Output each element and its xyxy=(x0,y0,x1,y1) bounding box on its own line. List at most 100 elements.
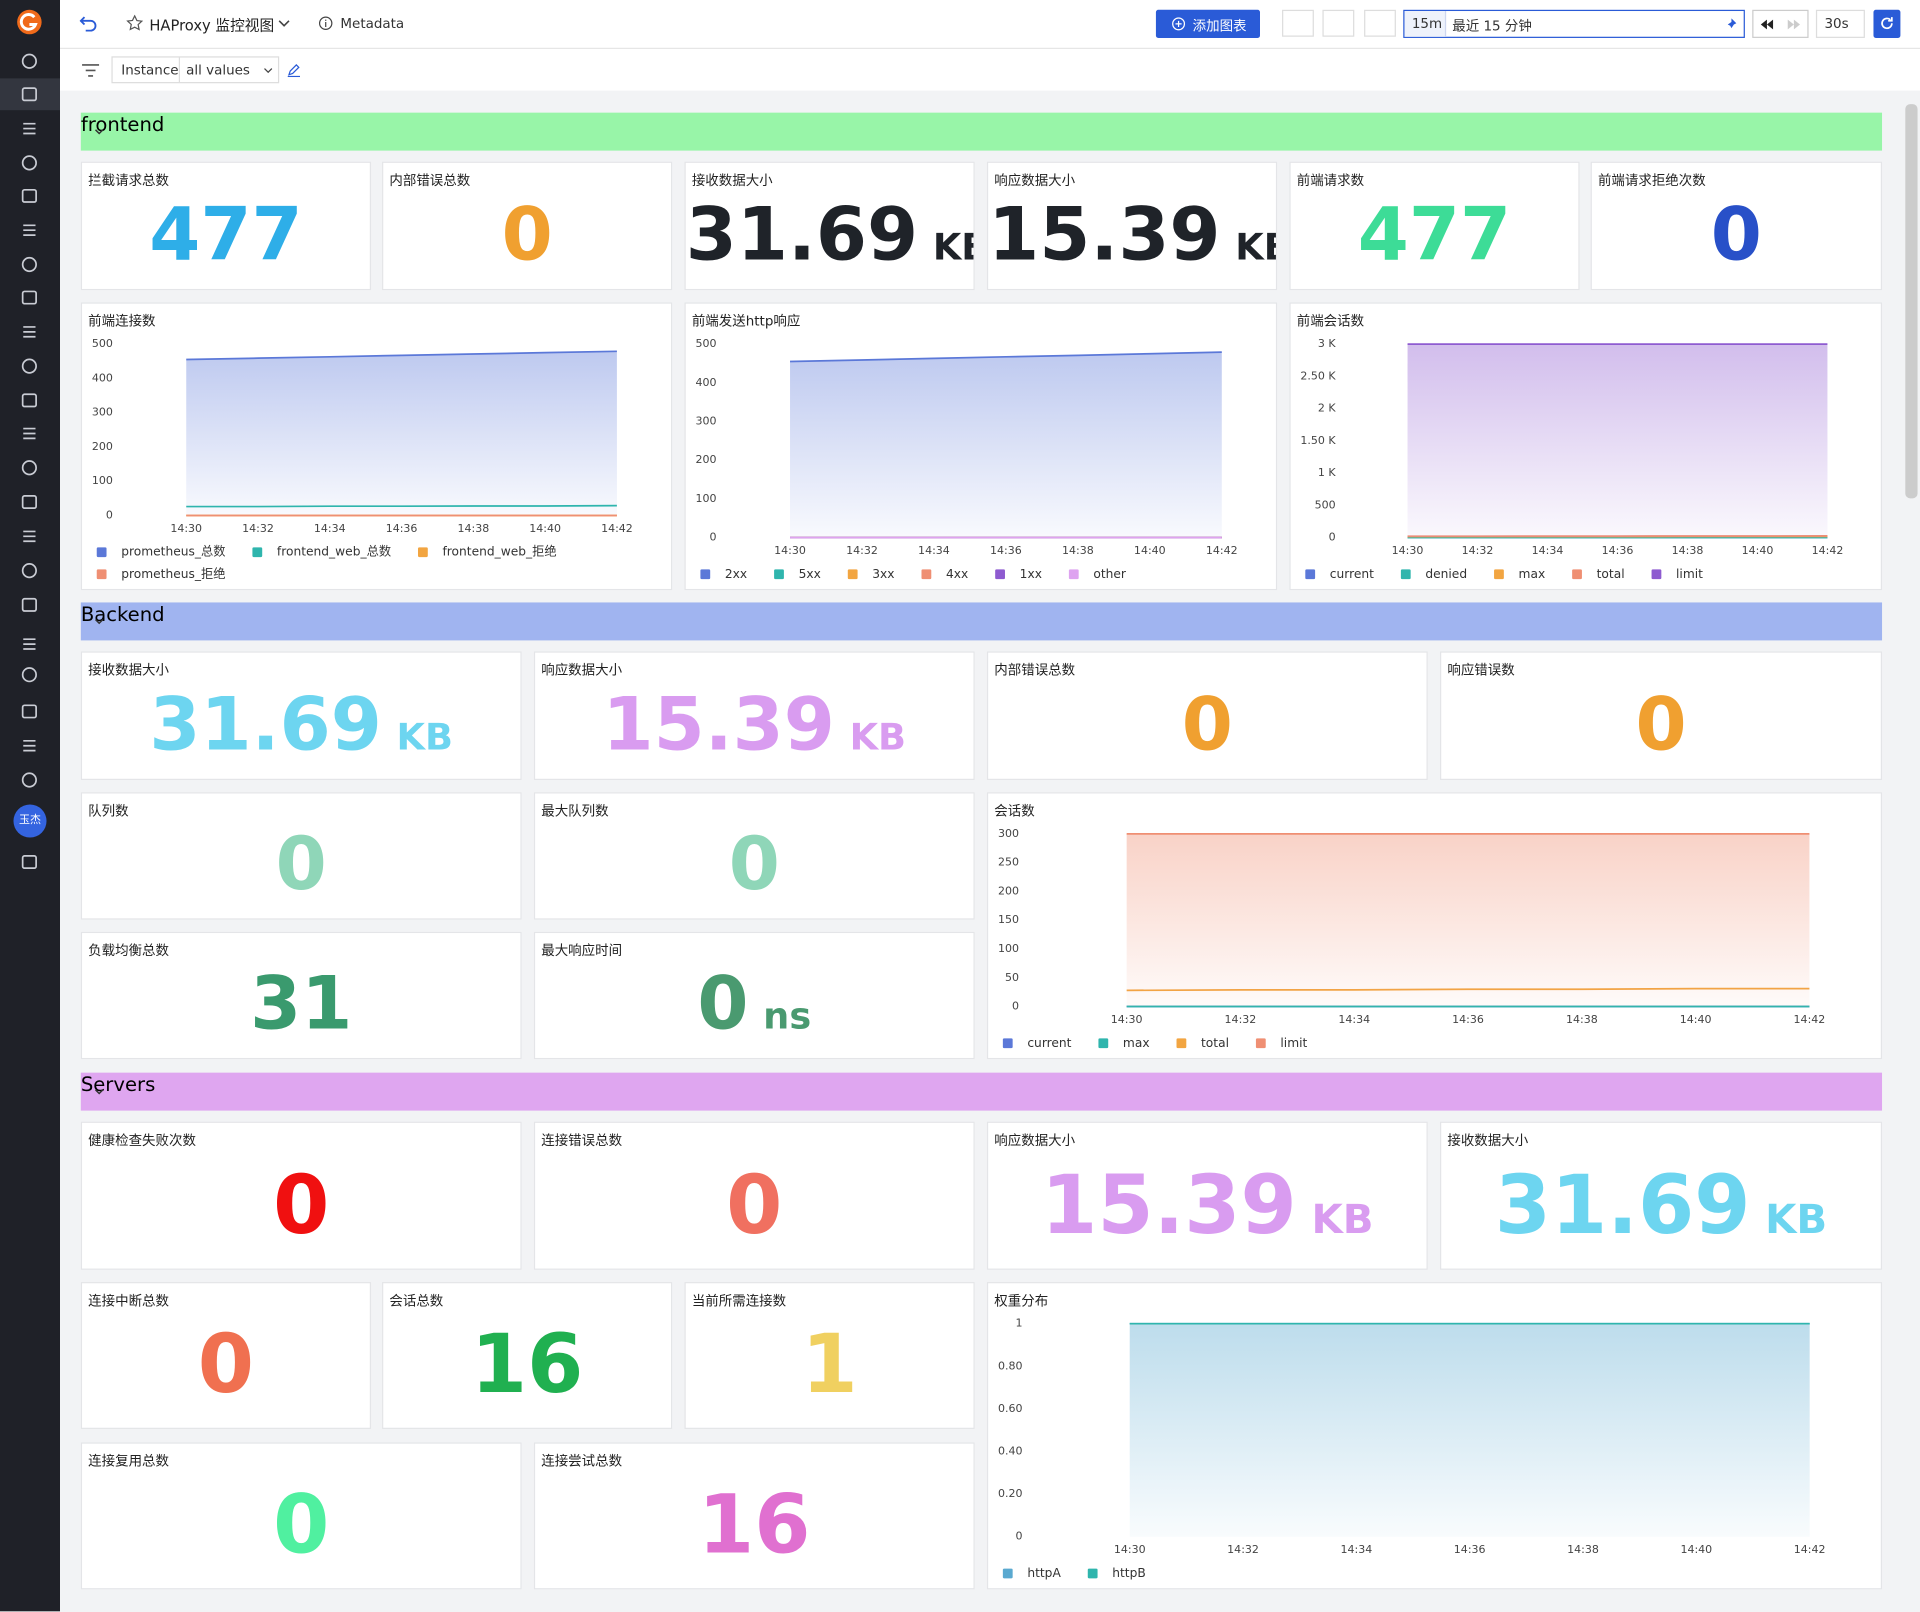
section-title[interactable]: Backend xyxy=(80,602,165,626)
panel-title: 前端发送http响应 xyxy=(691,313,801,330)
nav-icon[interactable] xyxy=(21,459,38,476)
legend-swatch xyxy=(1572,569,1582,580)
star-icon[interactable] xyxy=(126,14,144,32)
section-header[interactable]: frontend xyxy=(80,112,1883,151)
y-tick-label: 0.60 xyxy=(998,1402,1023,1415)
tv-button[interactable] xyxy=(1282,9,1314,37)
history-button[interactable] xyxy=(1364,9,1396,37)
stat-value: 0 xyxy=(988,688,1426,761)
legend-label: prometheus_拒绝 xyxy=(121,566,225,581)
nav-icon[interactable] xyxy=(21,666,38,683)
time-picker[interactable]: 15m 最近 15 分钟 xyxy=(1403,9,1745,38)
nav-icon[interactable] xyxy=(21,493,38,510)
collapse-icon[interactable] xyxy=(94,1089,104,1096)
back-icon[interactable] xyxy=(79,15,97,32)
nav-icon[interactable] xyxy=(21,703,38,720)
x-tick-label: 14:30 xyxy=(1111,1013,1143,1026)
filter-value[interactable]: all values xyxy=(186,62,250,79)
nav-icon[interactable] xyxy=(21,771,38,788)
stat-number: 477 xyxy=(1357,192,1512,278)
nav-icon[interactable] xyxy=(21,392,38,409)
nav-icon[interactable] xyxy=(21,737,38,754)
time-short[interactable]: 15m xyxy=(1411,15,1443,32)
panel-title: 响应数据大小 xyxy=(541,662,623,679)
nav-icon[interactable] xyxy=(21,562,38,579)
legend-label: current xyxy=(1330,567,1374,581)
stat-unit: KB xyxy=(932,226,974,270)
filter-icon[interactable] xyxy=(82,64,100,77)
collapse-icon[interactable] xyxy=(94,618,104,625)
metadata-link[interactable]: Metadata xyxy=(340,15,405,32)
x-tick-label: 14:34 xyxy=(918,544,950,557)
chevron[interactable] xyxy=(278,18,290,28)
y-tick-label: 400 xyxy=(92,371,113,384)
add-chart-label[interactable]: 添加图表 xyxy=(1192,18,1247,35)
stat-value: 0 xyxy=(535,1165,973,1247)
collapse-icon[interactable] xyxy=(94,129,104,136)
panel: 权重分布 httpA httpB 0 0.20 0.40 0.60 0.80 1 14:30 14:… xyxy=(986,1282,1883,1590)
stat-number: 31.69 xyxy=(1494,1158,1751,1253)
time-shift[interactable] xyxy=(1752,9,1809,38)
panel: 前端请求数 477 xyxy=(1289,161,1580,291)
y-tick-label: 1.50 K xyxy=(1300,434,1336,447)
legend-swatch xyxy=(1400,569,1411,580)
nav-icon[interactable] xyxy=(21,853,38,870)
edit-icon[interactable] xyxy=(287,62,302,78)
sidebar: 玉杰 xyxy=(0,0,60,1612)
section-header[interactable]: Backend xyxy=(80,602,1883,641)
pin-icon[interactable] xyxy=(1724,17,1737,30)
stat-number: 0 xyxy=(501,192,553,278)
nav-icon[interactable] xyxy=(21,154,38,171)
panel-title: 负载均衡总数 xyxy=(88,942,169,959)
x-tick-label: 14:42 xyxy=(1794,1013,1826,1026)
shift-icons[interactable] xyxy=(1760,18,1802,30)
nav-icon[interactable] xyxy=(21,425,38,442)
line xyxy=(186,504,617,508)
settings-button[interactable] xyxy=(1322,9,1355,37)
nav-icon[interactable] xyxy=(21,120,38,137)
refresh-label[interactable]: 30s xyxy=(1824,15,1849,32)
chevron[interactable] xyxy=(263,67,273,74)
panel: 内部错误总数 0 xyxy=(986,651,1428,780)
x-tick-label: 14:36 xyxy=(1452,1013,1484,1026)
nav-icon[interactable] xyxy=(21,323,38,340)
nav-icon[interactable] xyxy=(21,636,38,653)
section-title[interactable]: frontend xyxy=(80,112,165,136)
legend-label: prometheus_总数 xyxy=(121,544,225,559)
nav-icon[interactable] xyxy=(21,53,38,70)
instance-filter[interactable]: Instance all values xyxy=(111,56,280,84)
nav-icon[interactable] xyxy=(21,222,38,239)
section-header[interactable]: Servers xyxy=(80,1072,1883,1111)
stat-unit: KB xyxy=(1235,226,1276,270)
refresh-button[interactable] xyxy=(1873,9,1901,38)
add-chart-button[interactable]: 添加图表 xyxy=(1155,9,1260,38)
stat-value: 31 xyxy=(82,967,520,1040)
time-range[interactable]: 最近 15 分钟 xyxy=(1452,18,1532,35)
stat-number: 16 xyxy=(698,1477,811,1573)
panel-title: 当前所需连接数 xyxy=(691,1293,787,1309)
nav-icon[interactable] xyxy=(21,289,38,306)
area xyxy=(1407,344,1828,538)
x-tick-label: 14:42 xyxy=(1206,544,1238,557)
nav-icon[interactable] xyxy=(21,187,38,204)
nav-icon[interactable] xyxy=(21,358,38,375)
y-tick-label: 1 K xyxy=(1318,466,1337,479)
nav-icon[interactable] xyxy=(21,86,38,103)
dashboard-title[interactable]: HAProxy 监控视图 xyxy=(149,17,275,35)
x-tick-label: 14:40 xyxy=(529,522,561,535)
x-tick-label: 14:40 xyxy=(1680,1543,1712,1556)
avatar[interactable]: 玉杰 xyxy=(13,804,47,838)
section-title[interactable]: Servers xyxy=(80,1072,156,1096)
nav-icon[interactable] xyxy=(21,256,38,273)
refresh-interval[interactable]: 30s xyxy=(1815,9,1865,38)
nav-icon[interactable] xyxy=(21,528,38,545)
nav-icon[interactable] xyxy=(21,596,38,613)
stat-unit: KB xyxy=(849,716,907,760)
scrollbar[interactable] xyxy=(1905,104,1918,499)
legend-label: max xyxy=(1519,567,1546,581)
stat-number: 0 xyxy=(697,961,749,1047)
stat-value: 0 xyxy=(535,828,973,901)
